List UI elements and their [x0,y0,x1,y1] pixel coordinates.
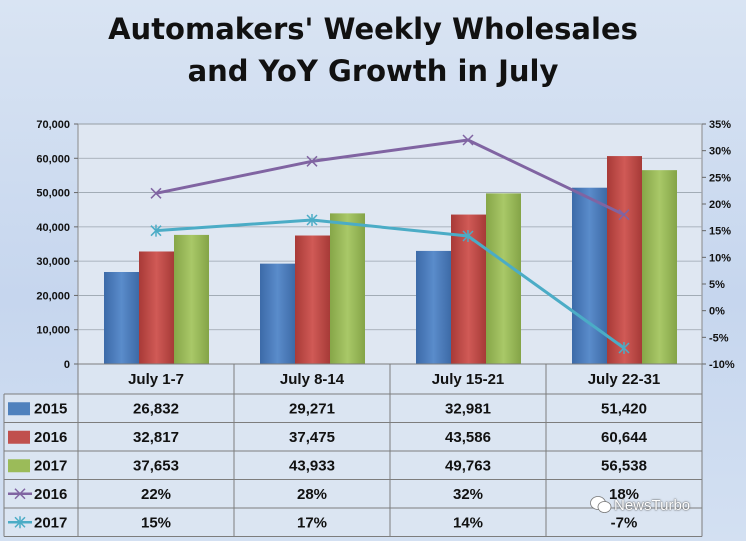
bar-2016-July 1-7 [139,251,174,364]
table-cell: 22% [141,486,171,503]
y-left-tick-label: 50,000 [36,188,70,200]
line-series-2017-growth [155,218,625,350]
y-left-tick-label: 10,000 [36,325,70,337]
bar-2017-July 8-14 [330,213,365,364]
y-left-tick-label: 70,000 [36,119,70,131]
plot-area: 0 10,000 20,000 30,000 40,000 50,000 60,000 70,… [36,119,735,371]
legend-key-2017-growth [8,516,32,529]
table-cell: 32,817 [133,429,179,446]
y-left-tick-label: 30,000 [36,256,70,268]
table-row-label: 2015 [34,400,67,417]
wechat-icon [590,495,612,515]
table-cell: 37,653 [133,457,179,474]
bar-2017-July 22-31 [642,170,677,364]
legend-key-2015-bar [8,402,30,416]
legend-key-2017-bar [8,459,30,473]
category-label: July 22-31 [588,371,661,388]
legend-key-2016-bar [8,430,30,444]
bar-2015-July 22-31 [572,187,607,364]
bar-2015-July 1-7 [104,272,139,364]
category-label: July 15-21 [432,371,505,388]
y-left-tick-label: 20,000 [36,290,70,302]
category-label: July 1-7 [128,371,184,388]
chart-title-line-2: and YoY Growth in July [187,54,559,88]
y-right-tick-label: 35% [709,119,731,131]
table-cell: -7% [611,514,638,531]
table-cell: 15% [141,514,171,531]
marker-2016-growth-July 22-31 [618,209,630,221]
y-left-tick-label: 0 [64,359,70,371]
table-cell: 37,475 [289,429,335,446]
marker-2016-growth-July 1-7 [150,187,162,199]
y-right-tick-label: -10% [709,359,735,371]
table-cell: 28% [297,486,327,503]
table-cell: 14% [453,514,483,531]
y-left-tick-label: 60,000 [36,153,70,165]
y-right-tick-label: 0% [709,306,725,318]
marker-2017-growth-July 8-14 [306,214,318,226]
table-row-label: 2016 [34,429,67,446]
table-cell: 18% [609,486,639,503]
marker-2017-growth-July 1-7 [150,224,162,237]
y-left-tick-label: 40,000 [36,222,70,234]
y-right-tick-label: 5% [709,279,725,291]
bar-2016-July 8-14 [295,235,330,364]
y-right-tick-label: 10% [709,252,731,264]
chart-title: Automakers' Weekly Wholesales and YoY Gr… [0,8,746,92]
bar-2015-July 15-21 [416,250,451,364]
table-row-label: 2016 [34,486,67,503]
table-cell: 32,981 [445,400,491,417]
y-right-tick-label: 30% [709,146,731,158]
bar-2017-July 15-21 [486,193,521,364]
y-right-tick-label: 25% [709,172,731,184]
y-right-tick-label: -5% [709,332,729,344]
table-cell: 43,933 [289,457,335,474]
table-row-label: 2017 [34,514,67,531]
table-cell: 49,763 [445,457,491,474]
table-cell: 32% [453,486,483,503]
marker-2017-growth-July 22-31 [618,342,630,354]
table-cell: 51,420 [601,400,647,417]
table-cell: 26,832 [133,400,179,417]
y-right-tick-label: 15% [709,226,731,238]
table-cell: 56,538 [601,457,647,474]
y-right-tick-label: 20% [709,199,731,211]
marker-2016-growth-July 8-14 [306,155,318,167]
table-cell: 60,644 [601,429,648,446]
line-series-2016-growth [155,138,625,217]
bar-2015-July 8-14 [260,263,295,364]
table-row-label: 2017 [34,457,67,474]
marker-2016-growth-July 15-21 [462,134,474,146]
marker-2017-growth-July 15-21 [462,230,474,242]
table-cell: 43,586 [445,429,491,446]
table-cell: 29,271 [289,400,335,417]
bar-2016-July 22-31 [607,156,642,364]
watermark: NewsTurbo [614,497,691,514]
category-label: July 8-14 [280,371,345,388]
bar-2017-July 1-7 [174,234,209,364]
chart-title-line-1: Automakers' Weekly Wholesales [108,12,638,46]
legend-key-2016-growth [8,488,32,500]
table-cell: 17% [297,514,327,531]
